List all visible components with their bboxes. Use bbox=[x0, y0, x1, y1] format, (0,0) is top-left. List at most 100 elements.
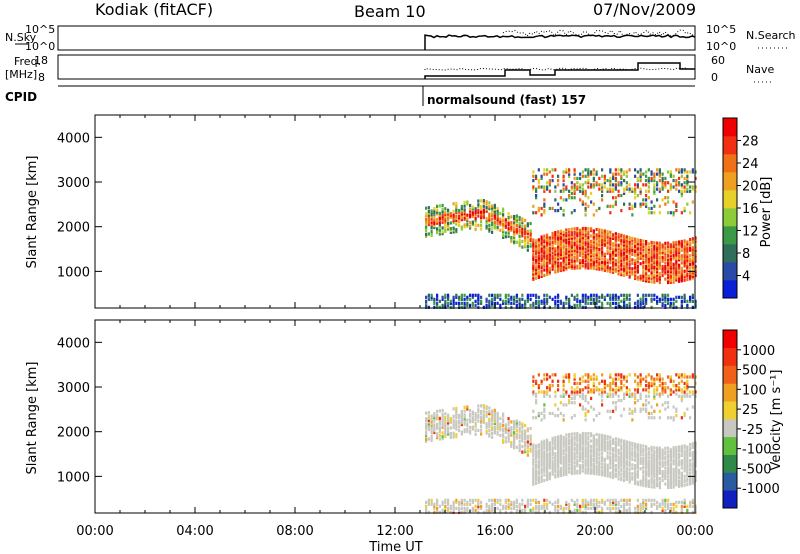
power-cell bbox=[554, 257, 557, 262]
velocity-cell bbox=[634, 458, 637, 462]
power-cell bbox=[683, 246, 686, 250]
power-cell bbox=[653, 269, 656, 274]
power-cell bbox=[537, 254, 540, 258]
power-cell bbox=[570, 261, 573, 265]
power-cell bbox=[612, 174, 615, 178]
velocity-cell bbox=[628, 475, 631, 479]
power-cell bbox=[592, 254, 595, 258]
power-cell bbox=[518, 217, 521, 221]
velocity-cell bbox=[452, 508, 455, 512]
power-cell bbox=[689, 241, 692, 245]
power-cell bbox=[612, 268, 615, 273]
velocity-cell bbox=[609, 498, 612, 502]
velocity-cell bbox=[543, 373, 546, 377]
velocity-cell bbox=[584, 433, 587, 437]
power-cell bbox=[565, 301, 568, 305]
velocity-cell bbox=[441, 500, 444, 504]
velocity-cell bbox=[537, 452, 540, 456]
power-cell bbox=[579, 250, 582, 254]
power-cell bbox=[639, 178, 642, 183]
power-cell bbox=[425, 212, 428, 216]
power-cell bbox=[441, 297, 444, 301]
power-cell bbox=[540, 213, 543, 217]
power-cell bbox=[656, 278, 659, 283]
power-cell bbox=[661, 295, 664, 299]
velocity-cell bbox=[631, 392, 634, 396]
power-cell bbox=[587, 174, 590, 178]
power-cell bbox=[576, 228, 579, 233]
power-cell bbox=[675, 276, 678, 280]
velocity-cell bbox=[455, 423, 458, 427]
velocity-cell bbox=[548, 441, 551, 445]
power-cell bbox=[570, 256, 573, 260]
velocity-cell bbox=[664, 455, 667, 459]
power-cell bbox=[430, 222, 433, 226]
power-cell bbox=[620, 264, 623, 268]
power-cell bbox=[441, 207, 444, 211]
power-cell bbox=[645, 256, 648, 260]
velocity-cell bbox=[642, 453, 645, 457]
velocity-cell bbox=[526, 453, 529, 457]
velocity-cell bbox=[612, 448, 615, 453]
power-cell bbox=[689, 297, 692, 301]
velocity-cell bbox=[634, 451, 637, 455]
power-cell bbox=[425, 301, 428, 305]
power-cell bbox=[656, 172, 659, 176]
power-cell bbox=[438, 305, 441, 309]
velocity-cell bbox=[546, 443, 549, 448]
power-cell bbox=[631, 261, 634, 266]
velocity-cell bbox=[502, 414, 505, 418]
velocity-cell bbox=[562, 506, 565, 510]
power-cell bbox=[447, 212, 450, 216]
velocity-cell bbox=[427, 414, 430, 419]
power-cell bbox=[647, 245, 650, 250]
power-cell bbox=[650, 305, 653, 309]
velocity-cell bbox=[535, 469, 538, 473]
time-tick-label: 00:00 bbox=[76, 524, 113, 539]
velocity-cell bbox=[658, 482, 661, 486]
power-cell bbox=[433, 207, 436, 211]
power-cell bbox=[521, 245, 524, 249]
velocity-cell bbox=[683, 480, 686, 484]
velocity-cell bbox=[546, 463, 549, 467]
velocity-cell bbox=[631, 441, 634, 446]
power-cell bbox=[546, 297, 549, 301]
power-cell bbox=[535, 271, 538, 275]
velocity-cell bbox=[584, 440, 587, 445]
power-cell bbox=[504, 295, 507, 299]
power-cell bbox=[658, 241, 661, 245]
velocity-cell bbox=[548, 451, 551, 456]
velocity-cell bbox=[493, 410, 496, 414]
velocity-cell bbox=[609, 471, 612, 475]
velocity-cell bbox=[689, 482, 692, 486]
power-cell bbox=[551, 267, 554, 271]
power-cell bbox=[562, 246, 565, 251]
velocity-cell bbox=[612, 401, 615, 405]
power-cell bbox=[656, 250, 659, 254]
velocity-cell bbox=[584, 467, 587, 471]
velocity-cell bbox=[573, 460, 576, 465]
power-cell bbox=[524, 245, 527, 249]
velocity-cell bbox=[691, 476, 694, 480]
power-cell bbox=[554, 234, 557, 238]
power-cell bbox=[548, 295, 551, 299]
velocity-cell bbox=[678, 475, 681, 479]
power-cell bbox=[691, 247, 694, 252]
power-cell bbox=[612, 196, 615, 200]
velocity-cell bbox=[570, 392, 573, 396]
power-cell bbox=[603, 233, 606, 237]
power-cell bbox=[609, 176, 612, 181]
power-cell bbox=[526, 241, 529, 245]
power-cell bbox=[565, 187, 568, 191]
power-cell bbox=[425, 214, 428, 218]
velocity-cell bbox=[535, 472, 538, 476]
velocity-cell bbox=[562, 473, 565, 477]
velocity-cell bbox=[592, 434, 595, 438]
power-cell bbox=[669, 183, 672, 187]
velocity-cell bbox=[491, 506, 494, 510]
velocity-cell bbox=[581, 453, 584, 457]
velocity-cell bbox=[513, 419, 516, 424]
velocity-cell bbox=[455, 419, 458, 424]
power-cell bbox=[691, 262, 694, 266]
velocity-cell bbox=[562, 510, 565, 514]
